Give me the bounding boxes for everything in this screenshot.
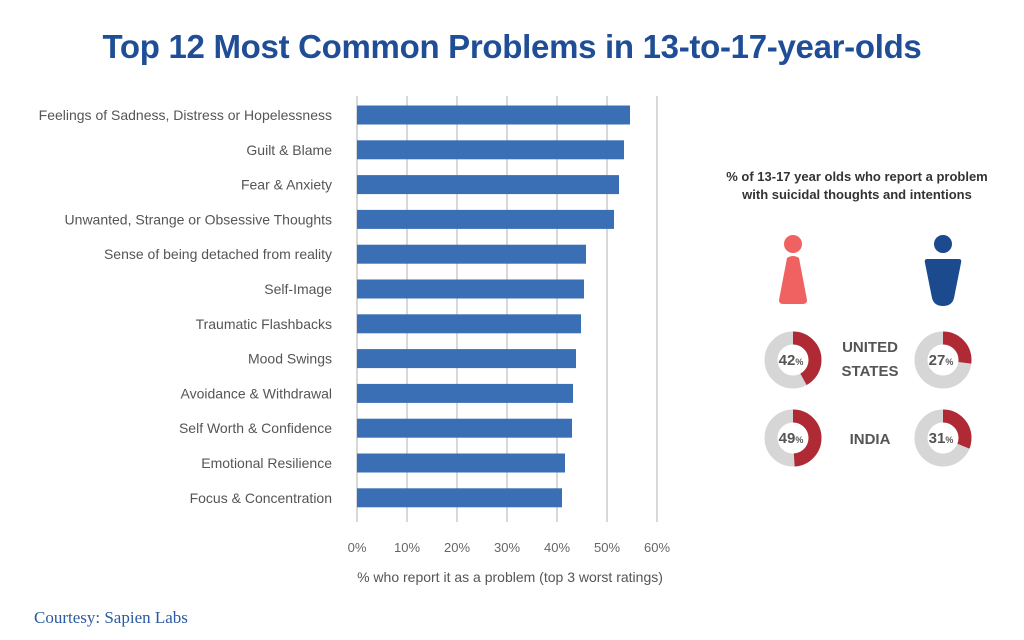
- category-label: Unwanted, Strange or Obsessive Thoughts: [65, 211, 332, 227]
- bar: [357, 140, 624, 160]
- suicidal-thoughts-panel: % of 13-17 year olds who report a proble…: [690, 168, 1024, 204]
- bar: [357, 349, 576, 369]
- donut-fill: [764, 409, 822, 467]
- donut-value: 49%: [779, 430, 804, 447]
- donut-value: 27%: [929, 352, 954, 369]
- x-tick-labels: 0% 10% 20% 30% 40% 50% 60%: [348, 540, 671, 555]
- donut-male-india: 31%: [914, 409, 972, 467]
- donut-female-united-states: 42%: [764, 331, 822, 389]
- x-tick-label: 50%: [594, 540, 620, 555]
- bar: [357, 488, 562, 508]
- category-labels: Feelings of Sadness, Distress or Hopeles…: [39, 107, 333, 506]
- female-person-icon: [779, 235, 807, 304]
- x-tick-label: 0%: [348, 540, 367, 555]
- category-label: Self Worth & Confidence: [179, 420, 332, 436]
- male-person-icon: [924, 235, 962, 306]
- donut-fill: [764, 331, 822, 389]
- category-label: Focus & Concentration: [190, 490, 332, 506]
- bar: [357, 418, 572, 438]
- bar: [357, 383, 573, 403]
- chart-title: Top 12 Most Common Problems in 13-to-17-…: [102, 28, 922, 65]
- donut-fill: [914, 409, 972, 467]
- donut-male-united-states: 27%: [914, 331, 972, 389]
- panel-title: % of 13-17 year olds who report a proble…: [690, 168, 1024, 204]
- donut-value: 42%: [779, 352, 804, 369]
- bar: [357, 244, 586, 264]
- donut-value: 31%: [929, 430, 954, 447]
- bar: [357, 105, 630, 125]
- donut-panel: 42% 27% 49% 31% UNITED STATES INDIA: [764, 235, 972, 467]
- panel-title-line-1: % of 13-17 year olds who report a proble…: [726, 169, 988, 184]
- category-label: Feelings of Sadness, Distress or Hopeles…: [39, 107, 332, 123]
- x-tick-label: 40%: [544, 540, 570, 555]
- donut-fill: [914, 331, 972, 389]
- category-label: Fear & Anxiety: [241, 177, 332, 193]
- bar: [357, 453, 565, 473]
- bar: [357, 175, 619, 195]
- donuts: 42% 27% 49% 31%: [764, 331, 972, 467]
- bar-chart: Feelings of Sadness, Distress or Hopeles…: [39, 96, 671, 585]
- category-label: Emotional Resilience: [201, 455, 332, 471]
- x-axis-title: % who report it as a problem (top 3 wors…: [357, 569, 663, 585]
- donut-female-india: 49%: [764, 409, 822, 467]
- bars: [357, 105, 630, 508]
- category-label: Guilt & Blame: [246, 142, 332, 158]
- category-label: Sense of being detached from reality: [104, 246, 332, 262]
- x-tick-label: 20%: [444, 540, 470, 555]
- country-label-united-states-line-1: UNITED: [842, 339, 898, 356]
- gridlines: [356, 96, 658, 522]
- bar: [357, 314, 581, 334]
- x-tick-label: 60%: [644, 540, 670, 555]
- category-label: Mood Swings: [248, 351, 332, 367]
- country-label-india: INDIA: [850, 431, 891, 448]
- category-label: Traumatic Flashbacks: [196, 316, 332, 332]
- x-tick-label: 30%: [494, 540, 520, 555]
- category-label: Self-Image: [264, 281, 332, 297]
- bar: [357, 279, 584, 299]
- x-tick-label: 10%: [394, 540, 420, 555]
- category-label: Avoidance & Withdrawal: [181, 385, 332, 401]
- source-credit: Courtesy: Sapien Labs: [34, 608, 188, 627]
- bar: [357, 209, 614, 229]
- country-label-united-states-line-2: STATES: [842, 363, 899, 380]
- panel-title-line-2: with suicidal thoughts and intentions: [742, 187, 972, 202]
